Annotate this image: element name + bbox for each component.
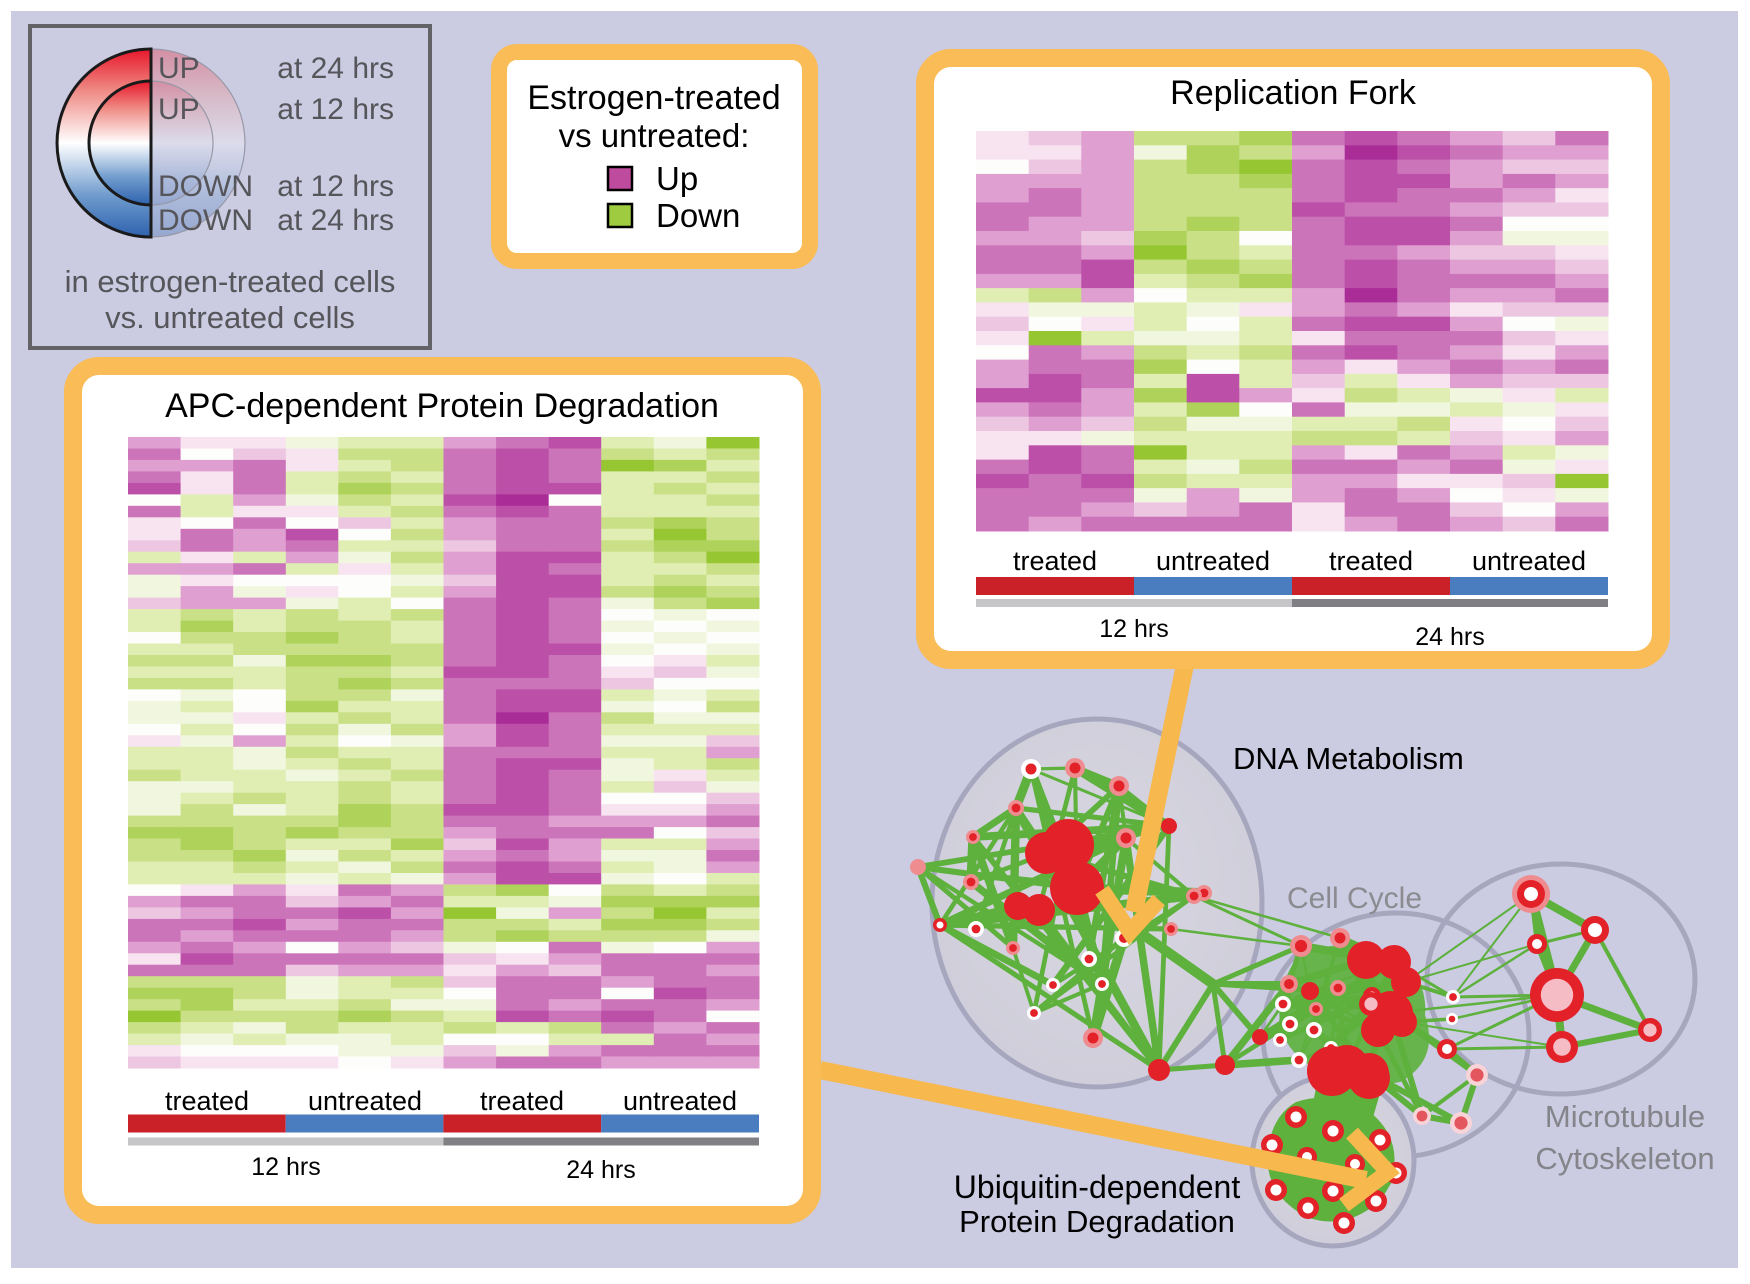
svg-text:DNA Metabolism: DNA Metabolism — [1233, 741, 1464, 776]
svg-text:untreated: untreated — [623, 1086, 737, 1116]
svg-text:vs untreated:: vs untreated: — [559, 117, 750, 154]
svg-text:at 24 hrs: at 24 hrs — [277, 204, 394, 237]
svg-text:Cytoskeleton: Cytoskeleton — [1535, 1141, 1714, 1176]
svg-text:24 hrs: 24 hrs — [1415, 623, 1484, 651]
svg-text:Replication Fork: Replication Fork — [1170, 74, 1417, 112]
svg-text:treated: treated — [480, 1086, 564, 1116]
svg-text:untreated: untreated — [1472, 546, 1586, 576]
svg-text:12 hrs: 12 hrs — [1099, 615, 1168, 643]
svg-text:Up: Up — [656, 160, 698, 197]
svg-text:untreated: untreated — [308, 1086, 422, 1116]
svg-text:24 hrs: 24 hrs — [566, 1156, 635, 1184]
svg-text:in estrogen-treated cells: in estrogen-treated cells — [65, 264, 396, 299]
svg-text:treated: treated — [1013, 546, 1097, 576]
svg-text:DOWN: DOWN — [158, 170, 253, 203]
svg-text:treated: treated — [1329, 546, 1413, 576]
svg-text:at 24 hrs: at 24 hrs — [277, 52, 394, 85]
svg-text:vs. untreated cells: vs. untreated cells — [105, 300, 355, 335]
svg-text:Microtubule: Microtubule — [1545, 1099, 1705, 1134]
svg-text:12 hrs: 12 hrs — [251, 1153, 320, 1181]
svg-text:UP: UP — [158, 93, 200, 126]
svg-text:treated: treated — [165, 1086, 249, 1116]
svg-text:Cell Cycle: Cell Cycle — [1287, 882, 1422, 915]
svg-text:Estrogen-treated: Estrogen-treated — [527, 79, 780, 117]
svg-text:Ubiquitin-dependent: Ubiquitin-dependent — [954, 1169, 1241, 1205]
svg-text:Protein Degradation: Protein Degradation — [959, 1204, 1235, 1239]
svg-text:Down: Down — [656, 197, 740, 234]
svg-text:APC-dependent Protein Degradat: APC-dependent Protein Degradation — [165, 387, 719, 425]
svg-text:UP: UP — [158, 52, 200, 85]
svg-text:at 12 hrs: at 12 hrs — [277, 170, 394, 203]
svg-text:at 12 hrs: at 12 hrs — [277, 93, 394, 126]
svg-text:untreated: untreated — [1156, 546, 1270, 576]
svg-text:DOWN: DOWN — [158, 204, 253, 237]
